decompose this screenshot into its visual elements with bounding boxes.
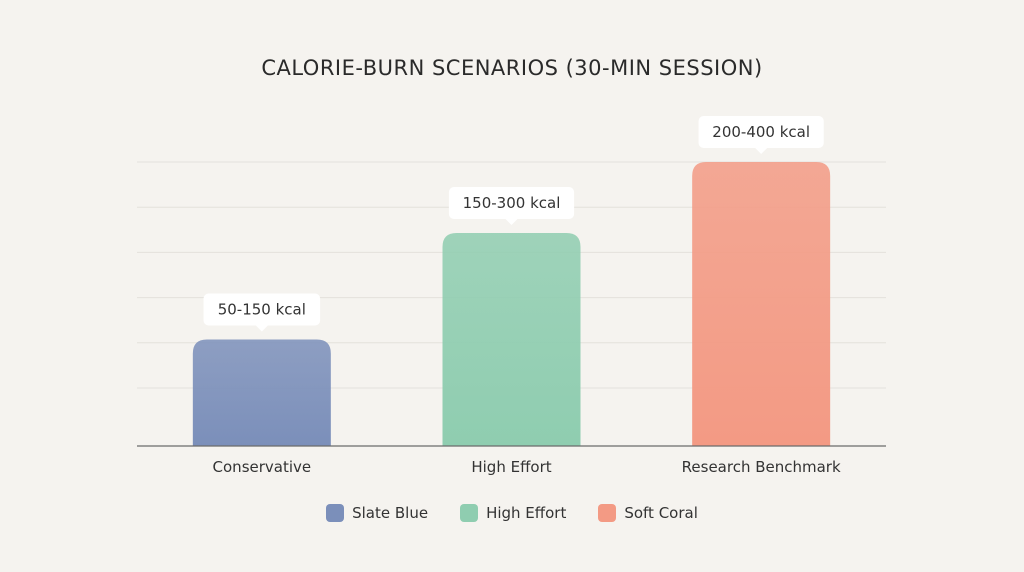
x-tick-label: High Effort (471, 458, 551, 476)
chart-title: CALORIE-BURN SCENARIOS (30-MIN SESSION) (261, 56, 763, 80)
data-label-box (203, 293, 321, 326)
data-label-box (698, 116, 824, 148)
data-label: 150-300 kcal (463, 194, 561, 212)
bar (192, 339, 331, 446)
legend-item: Slate Blue (326, 504, 428, 522)
x-tick-label: Conservative (213, 458, 312, 476)
bar (442, 233, 581, 446)
legend: Slate Blue High Effort Soft Coral (0, 504, 1024, 522)
legend-item: High Effort (460, 504, 566, 522)
data-label-pointer (255, 325, 268, 332)
legend-label: High Effort (486, 504, 567, 522)
x-tick-label: Research Benchmark (682, 458, 841, 476)
data-label: 50-150 kcal (218, 301, 306, 319)
bar (692, 162, 831, 446)
legend-swatch (460, 504, 479, 522)
data-label-box (448, 187, 575, 219)
legend-label: Slate Blue (352, 504, 429, 522)
legend-label: Soft Coral (624, 504, 698, 522)
data-label: 200-400 kcal (712, 123, 810, 141)
legend-swatch (326, 504, 345, 522)
data-label-pointer (755, 148, 768, 154)
legend-swatch (598, 504, 617, 522)
data-label-pointer (505, 219, 518, 225)
legend-item: Soft Coral (598, 504, 698, 522)
